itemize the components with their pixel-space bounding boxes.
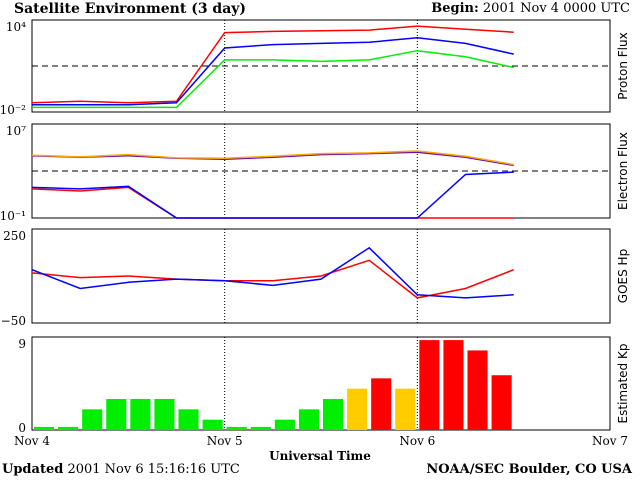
y-tick-label: 250: [3, 229, 26, 243]
kp-bar: [371, 378, 392, 430]
kp-bar: [347, 388, 368, 430]
kp-bar: [419, 340, 440, 430]
series-line-blue: [31, 246, 514, 299]
series-line-red: [31, 259, 514, 299]
x-tick-label: Nov 7: [592, 434, 628, 448]
series-line-orange: [31, 150, 514, 166]
updated-label: Updated: [2, 462, 64, 477]
y-tick-label: 0: [18, 421, 26, 435]
kp-bar: [130, 399, 151, 430]
panel-frame-3: [31, 336, 611, 431]
series-line-blue: [31, 171, 514, 219]
x-tick-label: Nov 6: [399, 434, 435, 448]
kp-bar: [58, 426, 79, 430]
kp-bar: [298, 409, 319, 430]
series-line-red: [31, 186, 514, 219]
updated-value: 2001 Nov 6 15:16:16 UTC: [67, 462, 240, 477]
series-line-purple: [31, 151, 514, 167]
begin-date: Begin: 2001 Nov 4 0000 UTC: [431, 1, 630, 16]
kp-bar: [491, 375, 512, 430]
series-line-green: [32, 49, 514, 109]
series-line-blue: [32, 36, 514, 106]
y-tick-label: 10⁻¹: [0, 209, 26, 223]
kp-bar: [250, 426, 271, 430]
y-tick-label: 10⁻²: [0, 103, 26, 117]
y-axis-label: Estimated Kp: [616, 344, 630, 424]
kp-bar: [202, 419, 223, 430]
y-axis-label: GOES Hp: [616, 249, 630, 303]
y-tick-label: −50: [1, 314, 26, 328]
kp-bar: [226, 426, 247, 430]
updated-timestamp: Updated 2001 Nov 6 15:16:16 UTC: [2, 462, 240, 477]
kp-bar: [395, 388, 416, 430]
series-line-red: [31, 25, 514, 104]
credit-text: NOAA/SEC Boulder, CO USA: [426, 462, 632, 477]
kp-bar: [467, 350, 488, 430]
begin-value: 2001 Nov 4 0000 UTC: [482, 1, 630, 16]
y-tick-label: 9: [18, 337, 26, 351]
begin-label: Begin:: [431, 1, 479, 16]
kp-bar: [443, 340, 464, 430]
y-tick-label: 10⁴: [6, 20, 26, 34]
chart-title: Satellite Environment (3 day): [14, 1, 247, 17]
y-axis-label: Proton Flux: [616, 32, 630, 99]
kp-bar: [274, 419, 295, 430]
x-tick-label: Nov 5: [207, 434, 243, 448]
x-tick-label: Nov 4: [14, 434, 50, 448]
kp-bar: [34, 426, 55, 430]
kp-bar: [323, 399, 344, 430]
panel-frame-2: [31, 228, 611, 324]
kp-bar: [82, 409, 103, 430]
kp-bar: [154, 399, 175, 430]
y-tick-label: 10⁷: [6, 124, 26, 138]
kp-bar: [106, 399, 127, 430]
y-axis-label: Electron Flux: [616, 132, 630, 210]
kp-bar: [178, 409, 199, 430]
x-axis-label: Universal Time: [269, 449, 371, 463]
